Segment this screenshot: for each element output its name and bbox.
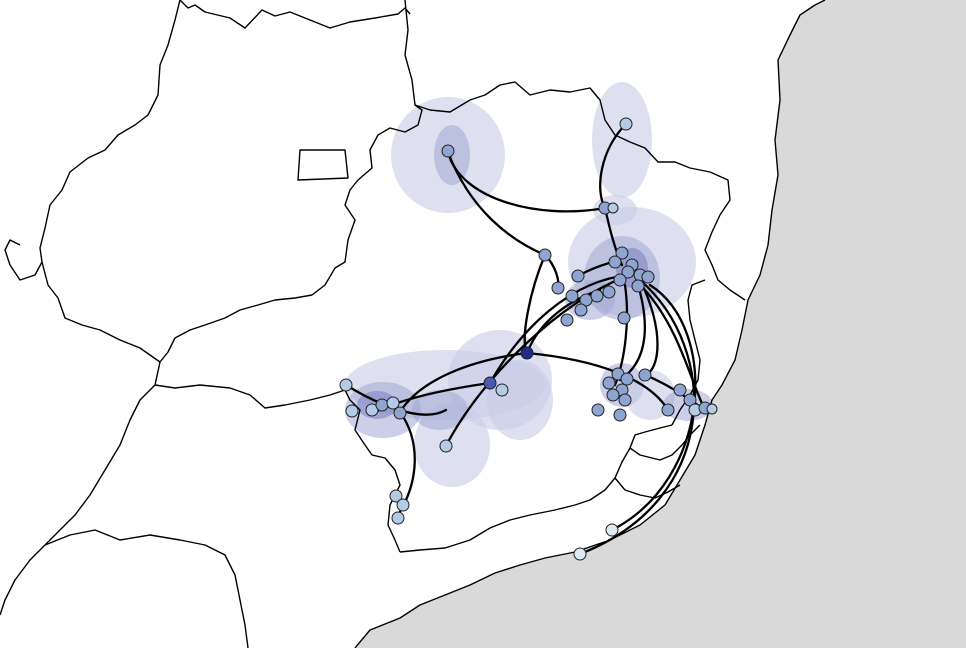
route-line	[446, 150, 547, 257]
location-node	[607, 202, 619, 214]
state-border	[614, 477, 681, 499]
route-line	[599, 122, 628, 210]
density-cloud	[412, 390, 468, 430]
location-node	[613, 408, 627, 422]
location-node	[605, 523, 619, 537]
location-node	[638, 368, 652, 382]
location-node	[606, 388, 620, 402]
location-node	[631, 279, 645, 293]
state-border	[414, 81, 746, 301]
route-line	[444, 273, 632, 448]
location-node	[386, 396, 400, 410]
location-node	[345, 404, 359, 418]
state-border	[179, 0, 411, 29]
location-node	[619, 117, 633, 131]
route-line	[488, 273, 632, 385]
density-cloud	[487, 360, 553, 440]
state-border	[44, 529, 249, 648]
state-border	[4, 0, 181, 281]
state-border	[399, 424, 673, 553]
location-node	[396, 498, 410, 512]
location-node	[608, 255, 622, 269]
location-node	[621, 265, 635, 279]
location-nodes	[339, 117, 718, 561]
district-border	[297, 149, 349, 181]
location-node	[641, 270, 655, 284]
location-node	[391, 511, 405, 525]
location-node	[590, 289, 604, 303]
location-node	[439, 439, 453, 453]
location-node	[673, 383, 687, 397]
route-line	[643, 288, 707, 412]
location-node	[339, 378, 353, 392]
state-border	[159, 0, 423, 363]
location-node	[706, 403, 718, 415]
location-node	[661, 403, 675, 417]
route-line	[578, 278, 696, 556]
location-node	[571, 269, 585, 283]
location-node	[393, 406, 407, 420]
location-node	[441, 144, 455, 158]
location-node	[565, 289, 579, 303]
location-node	[615, 246, 629, 260]
location-node	[618, 393, 632, 407]
location-node	[551, 281, 565, 295]
location-node	[389, 489, 403, 503]
state-border	[0, 361, 161, 616]
state-border	[41, 261, 161, 363]
density-clouds	[345, 82, 713, 487]
location-node	[495, 383, 509, 397]
location-node	[591, 403, 605, 417]
location-node	[613, 273, 627, 287]
location-node	[617, 311, 631, 325]
location-node	[560, 313, 574, 327]
location-node	[538, 248, 552, 262]
location-node	[574, 303, 588, 317]
location-node	[602, 285, 616, 299]
density-cloud	[592, 82, 652, 198]
location-node	[520, 346, 534, 360]
migration-routes	[344, 122, 707, 556]
location-node	[483, 376, 497, 390]
location-node	[375, 398, 389, 412]
location-node	[620, 372, 634, 386]
ocean-area	[355, 0, 966, 648]
location-node	[602, 376, 616, 390]
location-node	[573, 547, 587, 561]
